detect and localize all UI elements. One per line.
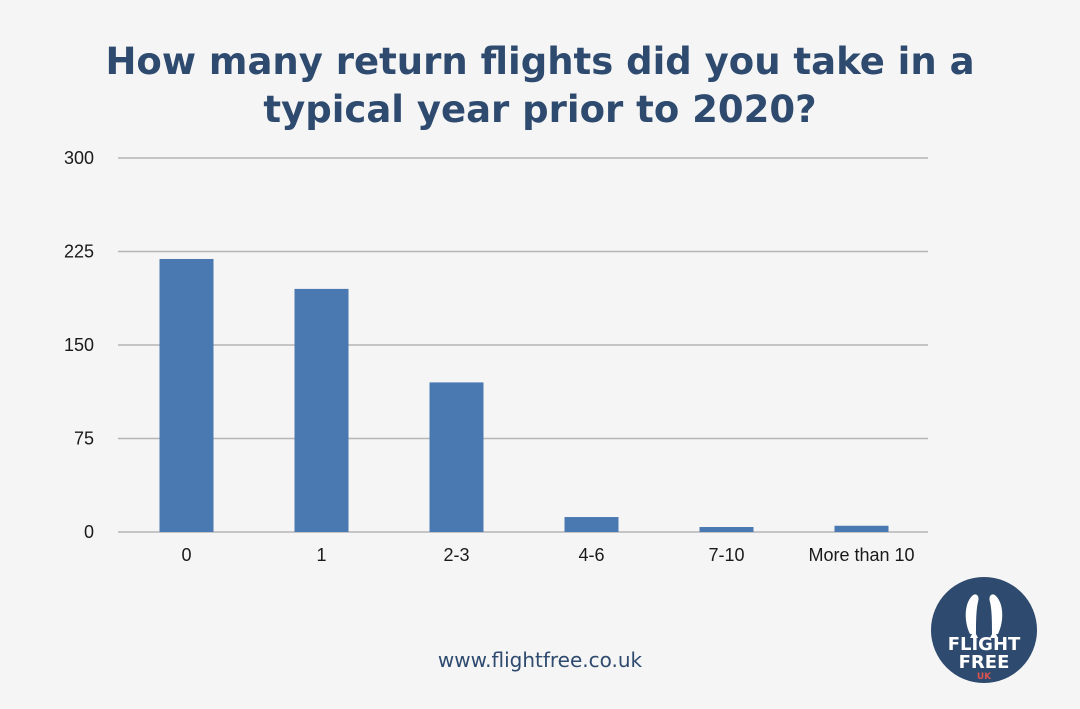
y-tick-label: 225 — [64, 242, 94, 262]
bar-1 — [294, 288, 349, 532]
website-link[interactable]: www.flightfree.co.uk — [437, 648, 643, 672]
bar-2-3 — [429, 382, 484, 532]
bar-4-6 — [564, 517, 619, 532]
bar-more-than-10 — [834, 525, 889, 532]
logo-text-line2: FREE — [959, 652, 1010, 673]
y-tick-label: 0 — [84, 522, 94, 542]
x-tick-label: 2-3 — [443, 545, 469, 565]
logo-text-line1: FLIGHT — [948, 634, 1021, 655]
x-tick-label: 0 — [181, 545, 191, 565]
bars — [159, 258, 889, 532]
x-tick-label: More than 10 — [808, 545, 914, 565]
penguins-icon — [965, 594, 1003, 638]
y-tick-label: 75 — [74, 429, 94, 449]
gridlines — [118, 157, 928, 533]
bar-chart: 0 75 150 225 300 0 1 2-3 4-6 7-10 More than 10 — [64, 148, 928, 565]
x-tick-label: 4-6 — [578, 545, 604, 565]
chart-title: How many return flights did you take in … — [60, 38, 1020, 134]
x-tick-label: 7-10 — [708, 545, 744, 565]
flight-free-logo: FLIGHT FREE UK — [931, 577, 1037, 683]
x-axis-tick-labels: 0 1 2-3 4-6 7-10 More than 10 — [181, 545, 914, 565]
chart-title-line-2: typical year prior to 2020? — [263, 88, 817, 131]
y-tick-label: 300 — [64, 148, 94, 168]
logo-circle — [931, 577, 1037, 683]
x-tick-label: 1 — [316, 545, 326, 565]
chart-title-line-1: How many return flights did you take in … — [105, 40, 975, 83]
bar-0 — [159, 258, 214, 532]
logo-text-line3: UK — [977, 672, 992, 682]
y-tick-label: 150 — [64, 335, 94, 355]
y-axis-tick-labels: 0 75 150 225 300 — [64, 148, 94, 542]
bar-7-10 — [699, 527, 754, 532]
